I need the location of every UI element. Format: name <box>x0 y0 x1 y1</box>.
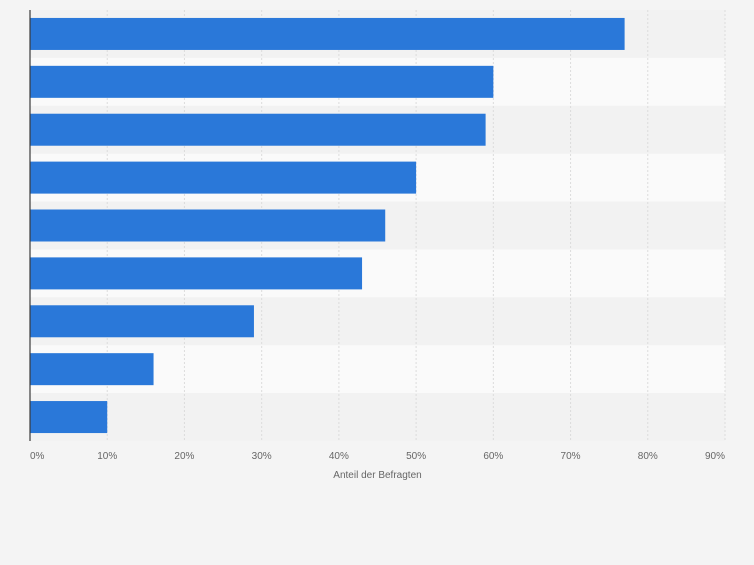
bar <box>30 257 363 290</box>
x-tick-label: 10% <box>97 451 117 462</box>
bar <box>30 209 386 242</box>
x-tick-label: 30% <box>252 451 272 462</box>
bar <box>30 113 486 146</box>
x-tick-label: 90% <box>705 451 725 462</box>
bar <box>30 17 625 50</box>
x-tick-label: 0% <box>30 451 45 462</box>
bar <box>30 65 494 98</box>
bar <box>30 305 254 338</box>
x-tick-label: 70% <box>561 451 581 462</box>
x-tick-label: 50% <box>406 451 426 462</box>
x-axis-tick-labels: 0% 10% 20% 30% 40% 50% 60% 70% 80% 90% <box>30 451 725 462</box>
x-tick-label: 20% <box>174 451 194 462</box>
bars <box>30 17 625 434</box>
bar <box>30 161 417 194</box>
x-tick-label: 80% <box>638 451 658 462</box>
x-axis-label: Anteil der Befragten <box>333 470 421 481</box>
bar <box>30 353 154 386</box>
row-band <box>30 393 725 441</box>
x-tick-label: 40% <box>329 451 349 462</box>
bar <box>30 401 108 434</box>
x-tick-label: 60% <box>483 451 503 462</box>
